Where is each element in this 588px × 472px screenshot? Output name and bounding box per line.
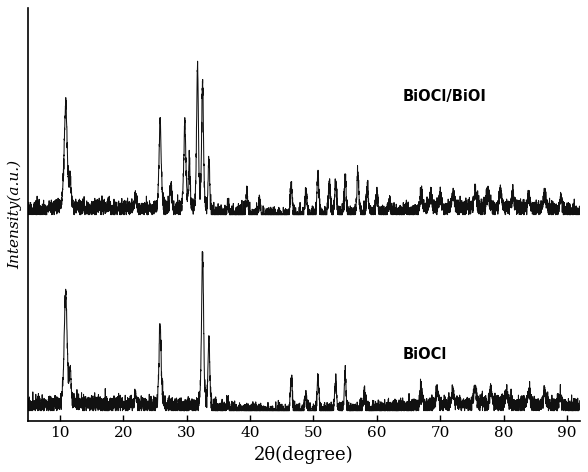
X-axis label: 2θ(degree): 2θ(degree)	[254, 446, 354, 464]
Y-axis label: Intensity(a.u.): Intensity(a.u.)	[8, 160, 23, 269]
Text: BiOCl: BiOCl	[402, 347, 446, 362]
Text: BiOCl/BiOI: BiOCl/BiOI	[402, 89, 486, 104]
